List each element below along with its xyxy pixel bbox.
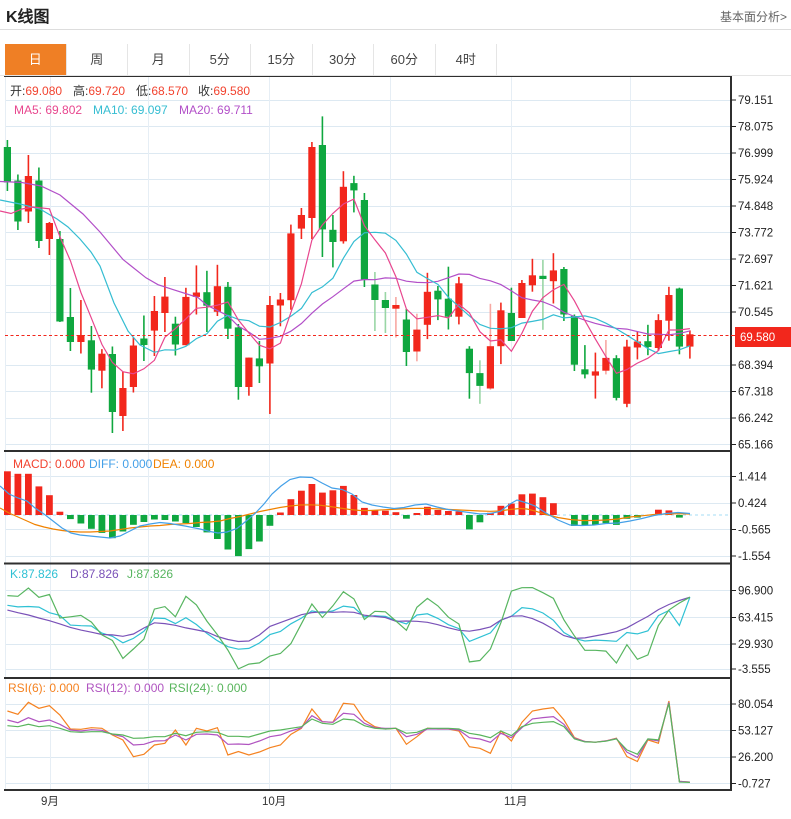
svg-text:26.200: 26.200 xyxy=(738,752,773,764)
svg-text:-3.555: -3.555 xyxy=(738,664,771,676)
svg-text:72.697: 72.697 xyxy=(738,254,773,266)
svg-text:80.054: 80.054 xyxy=(738,699,774,711)
svg-text:74.848: 74.848 xyxy=(738,201,773,213)
svg-text:76.999: 76.999 xyxy=(738,148,773,160)
svg-text:78.075: 78.075 xyxy=(738,122,773,134)
svg-text:63.415: 63.415 xyxy=(738,613,773,625)
svg-text:69.580: 69.580 xyxy=(740,332,775,344)
svg-text:10月: 10月 xyxy=(262,796,286,808)
svg-text:66.242: 66.242 xyxy=(738,413,773,425)
svg-text:96.900: 96.900 xyxy=(738,586,773,598)
svg-text:67.318: 67.318 xyxy=(738,387,773,399)
svg-text:68.394: 68.394 xyxy=(738,360,774,372)
svg-text:-0.727: -0.727 xyxy=(738,779,771,791)
svg-text:-0.565: -0.565 xyxy=(738,525,771,537)
svg-text:-1.554: -1.554 xyxy=(738,551,771,563)
svg-text:71.621: 71.621 xyxy=(738,281,773,293)
svg-text:29.930: 29.930 xyxy=(738,639,773,651)
svg-text:0.424: 0.424 xyxy=(738,498,767,510)
svg-text:9月: 9月 xyxy=(41,796,59,808)
svg-text:1.414: 1.414 xyxy=(738,472,767,484)
svg-text:65.166: 65.166 xyxy=(738,440,773,452)
svg-text:73.772: 73.772 xyxy=(738,228,773,240)
svg-text:75.924: 75.924 xyxy=(738,175,774,187)
svg-text:70.545: 70.545 xyxy=(738,307,773,319)
svg-text:11月: 11月 xyxy=(504,796,527,808)
svg-text:79.151: 79.151 xyxy=(738,95,773,107)
svg-text:53.127: 53.127 xyxy=(738,726,773,738)
